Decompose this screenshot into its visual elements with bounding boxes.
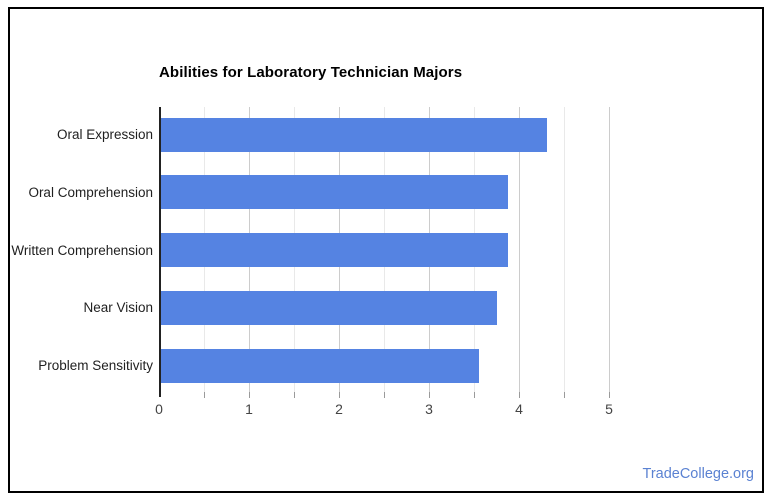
x-tick-label: 3	[425, 401, 433, 417]
footer-brand-link[interactable]: TradeCollege.org	[642, 466, 755, 482]
category-label: Oral Expression	[56, 127, 153, 142]
plot-area	[159, 107, 611, 398]
axis-tick-mark	[473, 392, 475, 398]
axis-tick-mark	[248, 392, 250, 398]
minor-gridline	[563, 107, 565, 392]
x-tick-label: 4	[515, 401, 523, 417]
axis-zero-line	[159, 107, 161, 397]
x-tick-label: 1	[245, 401, 253, 417]
axis-tick-mark	[203, 392, 205, 398]
x-tick-label: 0	[155, 401, 163, 417]
axis-tick-mark	[608, 392, 610, 398]
value-axis: 0 1 2 3 4 5	[155, 401, 613, 421]
major-gridline	[518, 107, 520, 392]
axis-tick-mark	[293, 392, 295, 398]
axis-tick-mark	[383, 392, 385, 398]
axis-tick-mark	[563, 392, 565, 398]
category-label: Written Comprehension	[11, 242, 153, 258]
bar-oral-comprehension	[161, 175, 509, 210]
category-label: Near Vision	[83, 300, 153, 316]
axis-tick-mark	[518, 392, 520, 398]
major-gridline	[608, 107, 610, 392]
bar-oral-expression	[161, 117, 547, 152]
bar-problem-sensitivity	[161, 348, 480, 383]
category-axis: Oral Expression Oral Comprehension Written…	[10, 107, 153, 392]
axis-tick-mark	[428, 392, 430, 398]
bar-near-vision	[161, 290, 497, 325]
x-tick-label: 2	[335, 401, 343, 417]
x-tick-label: 5	[605, 401, 613, 417]
bar-written-comprehension	[161, 233, 509, 268]
category-label: Oral Comprehension	[28, 184, 153, 200]
category-label: Problem Sensitivity	[38, 358, 153, 374]
axis-tick-mark	[338, 392, 340, 398]
chart-title: Abilities for Laboratory Technician Majo…	[159, 64, 463, 81]
